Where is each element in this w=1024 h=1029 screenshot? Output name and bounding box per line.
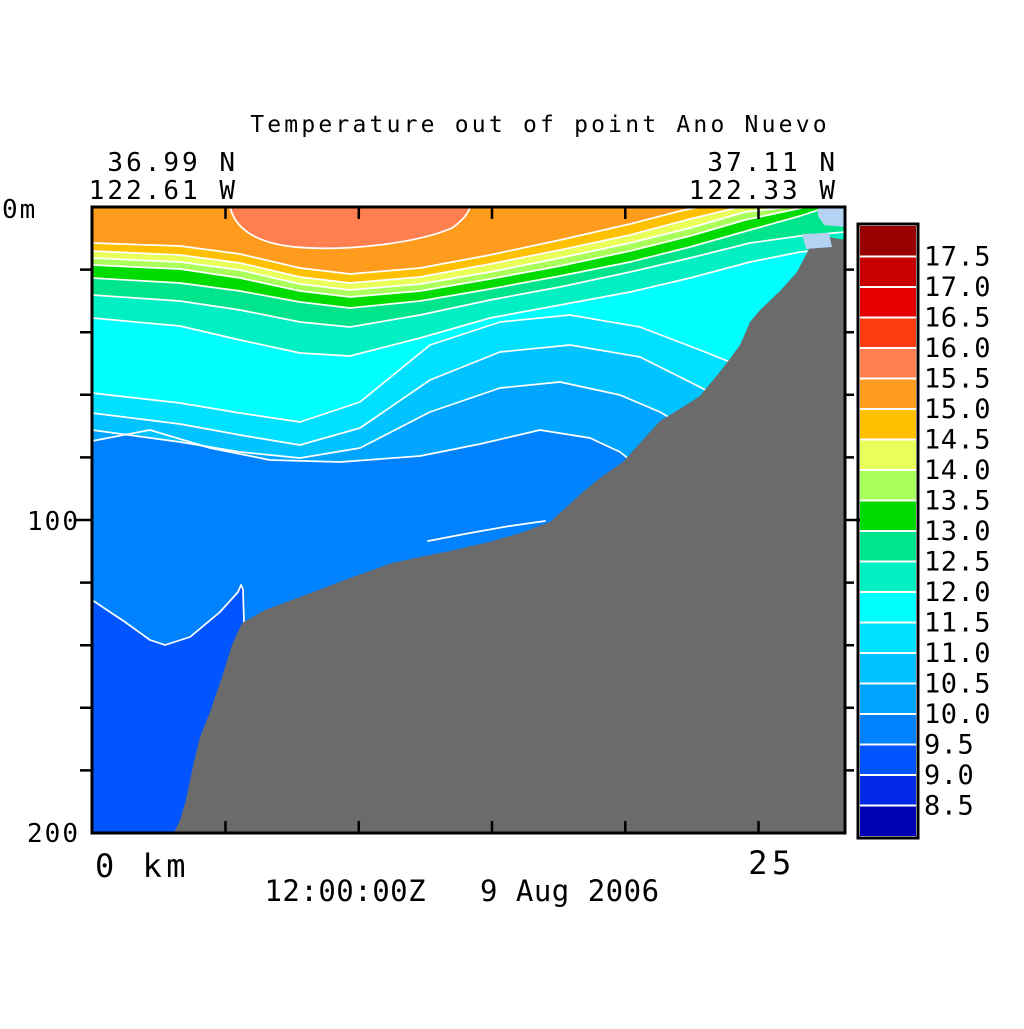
isotherm-10-5	[92, 381, 701, 459]
colorbar-segment	[860, 256, 916, 287]
end-latitude-label: 37.11 N	[707, 148, 838, 178]
seafloor-bathymetry	[174, 236, 845, 833]
colorbar-segment	[860, 500, 916, 531]
contour-field	[92, 207, 845, 833]
colorbar-label: 12.0	[924, 577, 991, 608]
distance-axis-25km-label: 25	[748, 844, 796, 882]
colorbar-segment	[860, 561, 916, 592]
isotherm-13-5	[92, 207, 807, 298]
colorbar-label: 14.0	[924, 455, 991, 486]
colorbar-segment	[860, 744, 916, 775]
colorbar-label: 13.5	[924, 486, 991, 517]
colorbar-label: 9.0	[924, 760, 974, 791]
isotherm-11-0	[92, 344, 736, 446]
isotherm-10-0	[92, 429, 641, 469]
colorbar-label: 17.5	[924, 242, 991, 273]
isotherm-slope-stub	[427, 520, 546, 542]
isotherm-14-0	[92, 207, 791, 291]
colorbar-segment	[860, 317, 916, 348]
end-longitude-label: 122.33 W	[689, 176, 838, 206]
colorbar-segment	[860, 409, 916, 440]
colorbar-label: 13.0	[924, 516, 991, 547]
nearshore-pale-patch-top	[818, 207, 845, 227]
colorbar-segment	[860, 622, 916, 653]
colorbar-segment	[860, 287, 916, 318]
depth-axis-200-label: 200	[27, 819, 80, 849]
colorbar-label: 15.0	[924, 394, 991, 425]
colorbar-label: 12.5	[924, 547, 991, 578]
start-longitude-label: 122.61 W	[89, 176, 238, 206]
colorbar-label: 17.0	[924, 272, 991, 303]
colorbar-separators	[860, 255, 916, 807]
isotherm-12-0	[92, 247, 845, 357]
colorbar-label: 9.5	[924, 730, 974, 761]
colorbar-label: 11.5	[924, 608, 991, 639]
band-15-5-blob	[230, 207, 470, 249]
isotherm-12-5	[92, 231, 845, 328]
colorbar-segment	[860, 470, 916, 501]
colorbar-segment	[860, 714, 916, 745]
isotherm-13-0	[92, 207, 829, 309]
colorbar-label: 16.5	[924, 303, 991, 334]
colorbar-segment	[860, 592, 916, 623]
depth-ticks-left	[74, 268, 92, 772]
distance-axis-origin-label: 0 km	[95, 847, 190, 885]
start-latitude-label: 36.99 N	[107, 148, 238, 178]
colorbar-label: 10.0	[924, 699, 991, 730]
colorbar-segment	[860, 683, 916, 714]
depth-axis-zero-label: 0m	[2, 195, 37, 225]
colorbar-label: 8.5	[924, 791, 974, 822]
depth-ticks-right	[845, 268, 861, 772]
isotherm-15-0	[92, 207, 701, 275]
colorbar-segment	[860, 348, 916, 379]
colorbar-label: 14.5	[924, 425, 991, 456]
colorbar-segment	[860, 805, 916, 836]
isotherm-14-5	[92, 207, 741, 284]
colorbar-label: 15.5	[924, 364, 991, 395]
isotherm-15-5	[229, 207, 471, 250]
colorbar-segment	[860, 531, 916, 562]
valid-time-label: 12:00:00Z 9 Aug 2006	[264, 874, 659, 908]
nearshore-pale-patch-lower	[802, 233, 832, 249]
colorbar-segment	[860, 775, 916, 806]
isotherm-9-5	[92, 584, 245, 646]
colorbar-segment	[860, 439, 916, 470]
colorbar-border	[856, 222, 920, 840]
colorbar-label: 10.5	[924, 669, 991, 700]
isotherm-11-5	[92, 314, 761, 423]
colorbar-segment	[860, 378, 916, 409]
colorbar-segment	[860, 226, 916, 257]
colorbar-label: 11.0	[924, 638, 991, 669]
colorbar-segment	[860, 653, 916, 684]
depth-axis-100-label: 100	[27, 507, 80, 537]
colorbar-label: 16.0	[924, 333, 991, 364]
distance-ticks-bottom	[224, 821, 760, 833]
distance-ticks-top	[224, 207, 760, 219]
colorbar: 17.5 17.0 16.5 16.0 15.5 15.0 14.5 14.0 …	[856, 222, 991, 840]
plot-title: Temperature out of point Ano Nuevo	[250, 112, 830, 138]
